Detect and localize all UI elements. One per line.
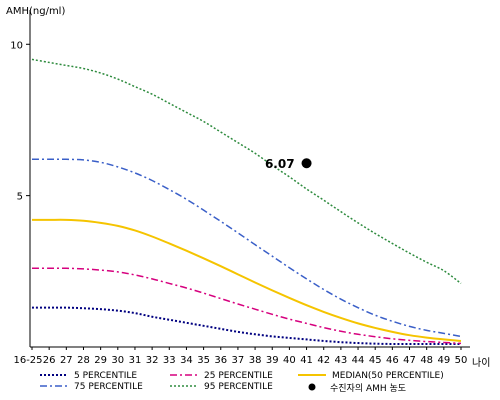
series-line-3	[32, 158, 462, 338]
series-layer	[31, 58, 462, 345]
x-tick-label: 44	[352, 355, 365, 366]
x-tick-label: 38	[249, 355, 262, 366]
legend: 5 PERCENTILE 25 PERCENTILE MEDIAN(50 PERCE…	[40, 371, 444, 394]
series-line-1	[31, 267, 462, 345]
x-tick-label: 30	[111, 355, 124, 366]
x-tick-label: 32	[146, 355, 159, 366]
x-tick-label: 39	[266, 355, 279, 366]
x-tick-label: 48	[420, 355, 433, 366]
series-line-0	[32, 306, 461, 345]
x-tick-label: 28	[77, 355, 90, 366]
patient-value-label: 6.07	[265, 157, 295, 171]
x-tick-label: 41	[300, 355, 313, 366]
x-tick-label: 47	[403, 355, 416, 366]
x-tick-label: 40	[283, 355, 296, 366]
x-tick-label: 42	[317, 355, 330, 366]
x-tick-label: 26	[43, 355, 56, 366]
legend-label-1: 25 PERCENTILE	[204, 371, 273, 381]
x-tick-label: 49	[437, 355, 450, 366]
x-tick-label: 34	[180, 355, 193, 366]
x-tick-label: 31	[129, 355, 142, 366]
series-line-2	[32, 218, 462, 342]
legend-label-4: 95 PERCENTILE	[204, 382, 273, 392]
patient-point	[301, 158, 312, 169]
y-tick-label: 5	[17, 192, 23, 203]
x-tick-label: 45	[369, 355, 382, 366]
x-tick-label: 43	[335, 355, 348, 366]
x-axis-title: 나이	[472, 357, 490, 369]
x-tick-label: 50	[455, 355, 468, 366]
x-tick-label: 36	[214, 355, 227, 366]
y-axis-title: AMH(ng/ml)	[6, 6, 65, 17]
legend-label-0: 5 PERCENTILE	[74, 371, 137, 381]
x-tick-label: 16-25	[13, 355, 42, 366]
x-tick-label: 46	[386, 355, 399, 366]
x-tick-label: 29	[94, 355, 107, 366]
series-line-4	[31, 58, 462, 285]
axes: AMH(ng/ml) 나이 5 10 16-25 26 27 28 29 30 31 32 33 34 35…	[6, 6, 490, 369]
legend-swatch-patient	[308, 383, 316, 391]
patient-marker-layer: 6.07	[265, 157, 312, 171]
legend-label-3: 75 PERCENTILE	[74, 382, 143, 392]
y-tick-label: 10	[10, 40, 23, 51]
x-tick-label: 33	[163, 355, 176, 366]
x-tick-label: 35	[197, 355, 210, 366]
legend-label-2: MEDIAN(50 PERCENTILE)	[332, 371, 444, 381]
x-tick-label: 27	[60, 355, 73, 366]
x-tick-label: 37	[232, 355, 245, 366]
legend-label-patient: 수진자의 AMH 농도	[330, 383, 406, 394]
